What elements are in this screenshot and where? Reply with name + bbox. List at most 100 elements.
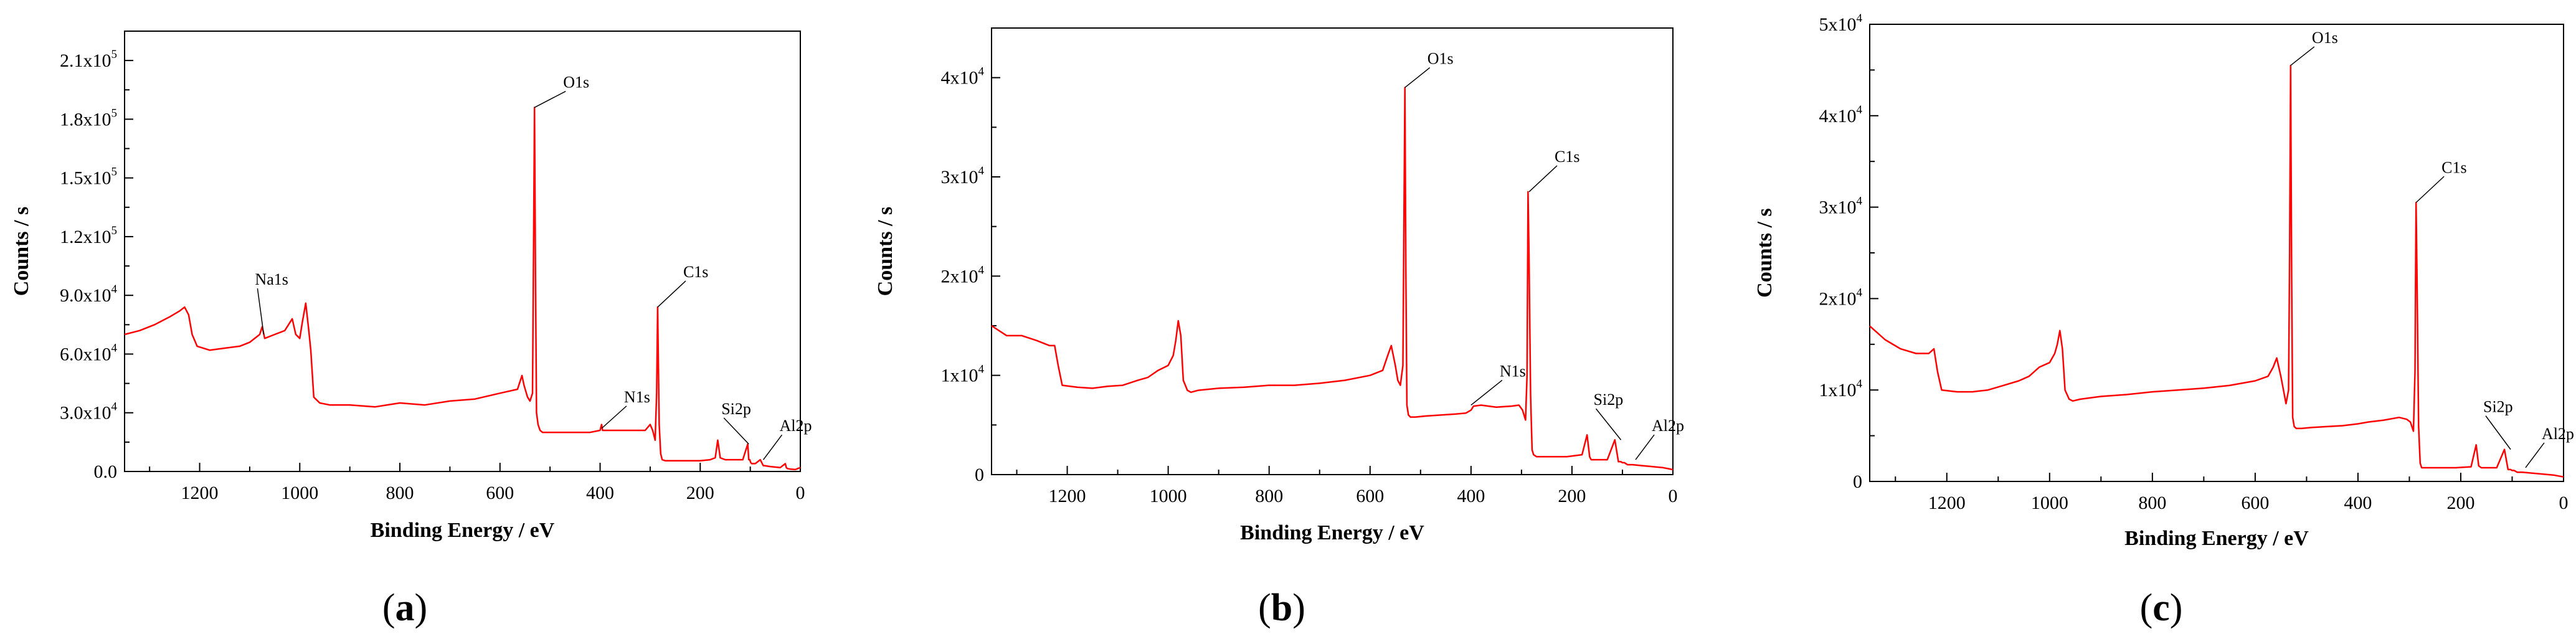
y-tick-label: 4x104	[1819, 103, 1863, 126]
x-tick-label: 600	[2241, 493, 2269, 513]
leader-line	[601, 405, 627, 429]
x-tick-label: 200	[1558, 486, 1586, 506]
panel-caption: (a)	[382, 587, 427, 629]
peak-annotation-n1s: N1s	[1470, 362, 1526, 406]
chart-panel-b: 1200 1000 800 600 400 200 0 0 1x104 2x104 3x104 4x1…	[874, 27, 1684, 629]
chart-panel-c: 1200 1000 800 600 400 200 0 0 1x104 2x104 3x104 4x1…	[1753, 12, 2574, 629]
x-axis-title: Binding Energy / eV	[371, 519, 555, 542]
peak-label: C1s	[683, 263, 708, 281]
x-tick-label: 0	[2559, 493, 2569, 513]
x-tick-label: 200	[2446, 493, 2474, 513]
y-tick-label: 0	[975, 465, 984, 485]
y-tick-label: 2.1x105	[60, 48, 117, 71]
series-line	[124, 107, 801, 471]
y-axis-title: Counts / s	[874, 207, 897, 296]
x-tick-label: 1200	[1049, 486, 1086, 506]
peak-label: Si2p	[1594, 391, 1624, 409]
peak-annotation-si2p: Si2p	[1594, 391, 1624, 440]
leader-line	[2485, 415, 2511, 450]
x-tick-label: 1000	[1150, 486, 1187, 506]
leader-line	[2415, 176, 2445, 203]
plot-frame	[1869, 24, 2564, 482]
peak-annotation-o1s: O1s	[1404, 50, 1454, 88]
x-tick-label: 400	[1457, 486, 1485, 506]
y-tick-label: 1.2x105	[60, 224, 117, 247]
peak-annotation-na1s: Na1s	[255, 270, 288, 335]
y-tick-label: 3x104	[941, 164, 985, 187]
peak-annotation-o1s: O1s	[534, 73, 589, 108]
peak-label: Si2p	[2483, 398, 2513, 416]
series-line	[991, 87, 1674, 471]
x-tick-label: 1000	[281, 483, 318, 503]
x-axis-title: Binding Energy / eV	[2124, 527, 2309, 550]
x-tick-label: 1000	[2031, 493, 2068, 513]
peak-annotation-c1s: C1s	[657, 263, 708, 308]
leader-line	[2290, 46, 2315, 66]
y-tick-label: 0	[1853, 471, 1862, 492]
leader-line	[1635, 434, 1655, 460]
leader-line	[762, 434, 783, 460]
peak-annotation-si2p: Si2p	[2483, 398, 2513, 450]
y-tick-label: 5x104	[1819, 12, 1863, 35]
y-tick-label: 0.0	[94, 462, 118, 482]
x-tick-label: 1200	[1928, 493, 1966, 513]
peak-label: C1s	[1555, 148, 1579, 166]
peak-annotation-o1s: O1s	[2290, 29, 2338, 66]
leader-line	[1470, 379, 1503, 406]
x-axis-title: Binding Energy / eV	[1240, 521, 1424, 544]
peak-label: Al2p	[780, 417, 812, 435]
y-tick-label: 2x104	[941, 263, 985, 286]
peak-label: Al2p	[1652, 417, 1684, 435]
peak-label: N1s	[624, 388, 650, 406]
y-tick-label: 9.0x104	[60, 283, 118, 306]
peak-label: N1s	[1500, 362, 1526, 380]
leader-line	[1595, 408, 1622, 440]
x-tick-label: 400	[586, 483, 614, 503]
x-tick-label: 800	[1255, 486, 1283, 506]
peak-annotation-c1s: C1s	[2415, 158, 2467, 203]
y-tick-label: 4x104	[941, 65, 985, 88]
leader-line	[1528, 165, 1558, 192]
leader-line	[1404, 67, 1431, 88]
y-tick-label: 1.5x105	[60, 166, 117, 189]
chart-panel-a: 1200 1000 800 600 400 200 0 0.0 3.0x104 6.0x104 9.…	[10, 31, 812, 629]
peak-annotation-n1s: N1s	[601, 388, 650, 429]
leader-line	[723, 417, 749, 445]
peak-label: Al2p	[2542, 425, 2574, 443]
panel-caption: (b)	[1258, 587, 1305, 629]
peak-annotation-al2p: Al2p	[762, 417, 812, 460]
x-tick-label: 0	[1669, 486, 1678, 506]
leader-line	[534, 90, 566, 108]
peak-annotation-al2p: Al2p	[1635, 417, 1684, 460]
y-tick-label: 3.0x104	[60, 400, 118, 424]
y-tick-label: 3x104	[1819, 195, 1863, 218]
leader-line	[257, 288, 265, 335]
panel-caption: (c)	[2140, 587, 2183, 629]
y-tick-label: 1x104	[941, 363, 985, 386]
x-tick-label: 200	[686, 483, 714, 503]
peak-label: Na1s	[255, 270, 288, 288]
plot-frame	[124, 31, 801, 472]
x-tick-label: 800	[2138, 493, 2166, 513]
x-tick-label: 600	[486, 483, 514, 503]
peak-label: O1s	[1428, 50, 1454, 68]
leader-line	[2525, 442, 2545, 468]
peak-label: C1s	[2441, 158, 2466, 176]
y-tick-label: 6.0x104	[60, 341, 118, 364]
x-tick-label: 800	[386, 483, 414, 503]
peak-annotation-si2p: Si2p	[721, 400, 751, 445]
peak-label: O1s	[563, 73, 589, 92]
peak-label: O1s	[2312, 29, 2338, 47]
y-axis-title: Counts / s	[10, 207, 33, 296]
series-line	[1869, 64, 2564, 478]
x-tick-label: 400	[2344, 493, 2372, 513]
y-tick-label: 2x104	[1819, 286, 1863, 309]
x-tick-label: 0	[796, 483, 805, 503]
y-tick-label: 1.8x105	[60, 107, 117, 130]
y-tick-label: 1x104	[1819, 377, 1863, 400]
x-tick-label: 1200	[181, 483, 219, 503]
plot-frame	[991, 27, 1674, 475]
peak-annotation-c1s: C1s	[1528, 148, 1580, 192]
leader-line	[657, 280, 686, 308]
